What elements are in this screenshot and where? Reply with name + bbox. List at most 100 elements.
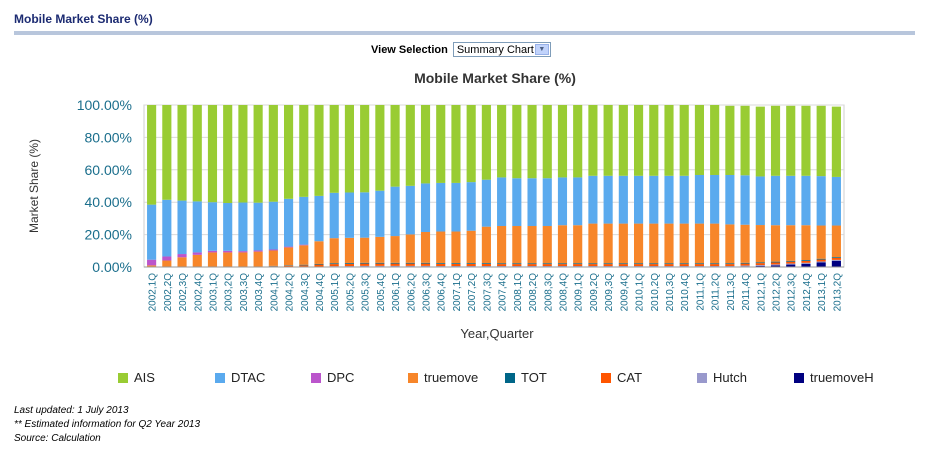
bar-segment-ais <box>284 105 294 199</box>
bar-segment-dtac <box>147 204 157 260</box>
legend-swatch-truemove <box>408 373 418 383</box>
bar-segment-cat <box>816 259 826 262</box>
bar-segment-truemove <box>527 226 537 264</box>
bar-segment-dtac <box>603 175 613 224</box>
bar-segment-ais <box>770 105 781 176</box>
bar-segment-ais <box>664 105 674 176</box>
x-tick-label: 2007,3Q <box>482 273 493 312</box>
bar-segment-truemove <box>147 265 157 267</box>
x-tick-label: 2008,1Q <box>513 273 524 312</box>
legend-swatch-cat <box>601 373 611 383</box>
x-tick-label: 2004,3Q <box>300 273 311 312</box>
x-tick-label: 2010,4Q <box>680 273 691 312</box>
bar-segment-tot <box>786 260 796 262</box>
bar-segment-cat <box>770 262 781 265</box>
bar-segment-dtac <box>512 178 522 227</box>
bar-segment-dtac <box>238 202 248 252</box>
bar-segment-cat <box>405 263 415 266</box>
x-tick-label: 2013,1Q <box>817 273 828 312</box>
bar-segment-truemove <box>603 223 613 264</box>
x-tick-label: 2004,2Q <box>285 273 296 312</box>
bar-segment-truemove <box>451 231 461 264</box>
bar-segment-ais <box>177 105 187 201</box>
bar-segment-tot <box>299 264 309 266</box>
bar-segment-tot <box>573 263 583 265</box>
x-tick-label: 2004,1Q <box>269 273 280 312</box>
bar-segment-truemove <box>557 225 568 264</box>
chevron-down-icon[interactable]: ▼ <box>534 44 549 55</box>
bar-segment-ais <box>162 105 172 200</box>
bar-segment-dtac <box>192 201 202 253</box>
view-selection-dropdown[interactable]: Summary Chart ▼ <box>452 42 551 57</box>
bar-segment-tot <box>466 263 476 264</box>
x-tick-label: 2006,2Q <box>406 273 417 312</box>
bar-segment-dtac <box>329 192 339 239</box>
y-tick-label: 20.00% <box>85 227 132 243</box>
bar-segment-hutch <box>816 261 826 263</box>
x-tick-label: 2012,2Q <box>772 273 783 312</box>
bar-segment-dtac <box>207 202 218 251</box>
bar-segment-dtac <box>694 174 704 224</box>
bar-segment-cat <box>649 264 659 267</box>
bar-segment-truemove <box>420 232 431 263</box>
bar-segment-dtac <box>481 179 491 227</box>
bar-segment-dtac <box>664 175 674 224</box>
bar-segment-truemove <box>481 226 491 264</box>
bar-segment-tot <box>329 263 339 265</box>
bar-segment-tot <box>360 262 370 264</box>
bar-segment-tot <box>603 263 613 265</box>
bar-segment-dtac <box>253 202 263 251</box>
bar-segment-truemove <box>284 247 294 266</box>
bar-segment-hutch <box>755 265 765 267</box>
bar-segment-cat <box>786 261 796 264</box>
bar-segment-tot <box>481 263 491 264</box>
bar-segment-dpc <box>238 251 248 253</box>
bar-segment-tot <box>588 263 598 265</box>
bar-segment-dtac <box>268 201 278 250</box>
bar-segment-cat <box>542 264 552 267</box>
bar-segment-tot <box>405 262 415 264</box>
x-tick-label: 2002,3Q <box>178 273 189 312</box>
bar-segment-dtac <box>344 192 354 238</box>
y-tick-label: 40.00% <box>85 194 132 210</box>
bar-segment-cat <box>557 264 568 267</box>
bar-segment-ais <box>253 105 263 203</box>
bar-segment-truemove <box>664 223 674 264</box>
bar-segment-truemove <box>162 260 172 267</box>
bar-segment-hutch <box>360 265 370 267</box>
bar-segment-ais <box>740 105 750 176</box>
bar-segment-dtac <box>360 192 370 238</box>
x-tick-label: 2010,1Q <box>635 273 646 312</box>
y-axis-label: Market Share (%) <box>27 139 41 233</box>
y-tick-label: 0.00% <box>92 259 132 275</box>
x-tick-label: 2003,2Q <box>224 273 235 312</box>
bar-segment-cat <box>831 257 841 260</box>
bar-segment-ais <box>557 105 568 178</box>
bar-segment-dtac <box>223 203 233 251</box>
view-selection: View Selection Summary Chart ▼ <box>371 42 551 57</box>
bar-segment-dtac <box>299 196 309 245</box>
bar-segment-dtac <box>801 175 811 226</box>
bar-segment-dtac <box>634 175 644 224</box>
x-tick-label: 2007,1Q <box>452 273 463 312</box>
bar-segment-truemoveh <box>816 262 826 267</box>
y-tick-label: 60.00% <box>85 162 132 178</box>
bar-segment-truemove <box>390 236 400 263</box>
bar-segment-ais <box>725 105 735 175</box>
x-tick-label: 2009,2Q <box>589 273 600 312</box>
bar-segment-ais <box>360 105 370 193</box>
bar-segment-truemove <box>588 223 598 264</box>
x-tick-label: 2011,2Q <box>711 273 722 311</box>
bar-segment-tot <box>649 263 659 265</box>
x-tick-label: 2007,4Q <box>498 273 509 312</box>
bar-segment-cat <box>725 264 735 267</box>
market-share-chart: Mobile Market Share (%) 0.00% 20.00% 40.00%… <box>27 70 874 385</box>
bar-segment-dtac <box>755 176 765 226</box>
bar-segment-tot <box>618 263 628 265</box>
bar-segment-dpc <box>192 252 202 255</box>
bar-segment-truemove <box>755 225 765 263</box>
bar-segment-cat <box>481 263 491 267</box>
bar-segment-cat <box>329 264 339 267</box>
bar-segment-cat <box>740 263 750 266</box>
bar-segment-truemove <box>679 223 689 264</box>
